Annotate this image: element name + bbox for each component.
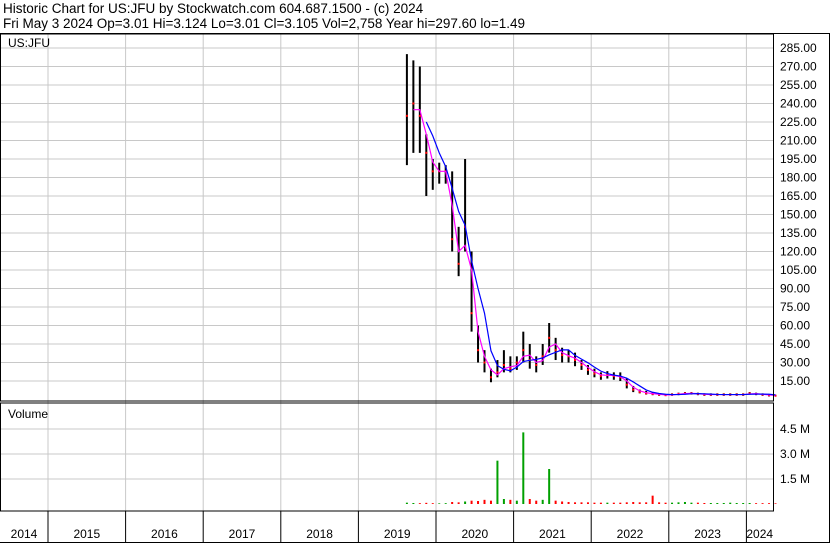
close-marker	[612, 375, 615, 378]
close-marker	[580, 363, 583, 366]
year-label: 2023	[694, 527, 721, 541]
year-label: 2021	[539, 527, 566, 541]
close-marker	[632, 388, 635, 391]
close-marker	[554, 349, 557, 352]
price-tick-label: 225.00	[780, 115, 817, 129]
volume-panel-label: Volume	[8, 407, 48, 421]
short-moving-average-line	[413, 109, 776, 397]
price-tick-label: 45.00	[780, 337, 810, 351]
year-label: 2024	[746, 527, 773, 541]
close-marker	[502, 363, 505, 366]
close-marker	[496, 371, 499, 374]
year-label: 2014	[11, 527, 38, 541]
close-marker	[457, 262, 460, 265]
close-marker	[586, 368, 589, 371]
close-marker	[451, 238, 454, 241]
year-label: 2020	[461, 527, 488, 541]
close-marker	[405, 114, 408, 117]
close-marker	[425, 151, 428, 154]
year-label: 2015	[73, 527, 100, 541]
price-tick-label: 240.00	[780, 97, 817, 111]
price-tick-label: 195.00	[780, 152, 817, 166]
close-marker	[522, 349, 525, 352]
price-tick-label: 150.00	[780, 208, 817, 222]
close-marker	[574, 359, 577, 362]
volume-tick-label: 4.5 M	[780, 422, 810, 436]
close-marker	[470, 312, 473, 315]
year-label: 2018	[306, 527, 333, 541]
year-label: 2022	[617, 527, 644, 541]
volume-tick-label: 3.0 M	[780, 447, 810, 461]
close-marker	[548, 336, 551, 339]
close-marker	[418, 114, 421, 117]
price-tick-label: 165.00	[780, 189, 817, 203]
close-marker	[599, 375, 602, 378]
price-tick-label: 135.00	[780, 226, 817, 240]
close-marker	[515, 361, 518, 364]
price-tick-label: 180.00	[780, 171, 817, 185]
price-panel-frame	[0, 33, 774, 402]
long-moving-average-line	[425, 121, 776, 396]
price-tick-label: 255.00	[780, 78, 817, 92]
close-marker	[535, 363, 538, 366]
close-marker	[593, 372, 596, 375]
close-marker	[774, 394, 777, 397]
close-marker	[477, 349, 480, 352]
close-marker	[509, 367, 512, 370]
close-marker	[638, 391, 641, 394]
year-label: 2019	[384, 527, 411, 541]
price-tick-label: 15.00	[780, 374, 810, 388]
price-panel-label: US:JFU	[8, 36, 50, 50]
close-marker	[489, 376, 492, 379]
close-marker	[412, 102, 415, 105]
price-tick-label: 120.00	[780, 245, 817, 259]
price-tick-label: 90.00	[780, 282, 810, 296]
volume-panel-frame	[0, 402, 774, 512]
quote-line: Fri May 3 2024 Op=3.01 Hi=3.124 Lo=3.01 …	[3, 16, 526, 31]
year-label: 2017	[229, 527, 256, 541]
close-marker	[541, 355, 544, 358]
price-tick-label: 210.00	[780, 134, 817, 148]
year-label: 2016	[151, 527, 178, 541]
price-tick-label: 75.00	[780, 300, 810, 314]
price-tick-label: 30.00	[780, 356, 810, 370]
close-marker	[431, 170, 434, 173]
close-marker	[625, 383, 628, 386]
price-tick-label: 60.00	[780, 319, 810, 333]
price-tick-label: 285.00	[780, 41, 817, 55]
price-tick-label: 105.00	[780, 263, 817, 277]
close-marker	[483, 361, 486, 364]
close-marker	[561, 354, 564, 357]
close-marker	[645, 392, 648, 395]
close-marker	[606, 373, 609, 376]
volume-tick-label: 1.5 M	[780, 472, 810, 486]
price-tick-label: 270.00	[780, 60, 817, 74]
close-marker	[748, 392, 751, 395]
chart-title: Historic Chart for US:JFU by Stockwatch.…	[3, 1, 424, 16]
